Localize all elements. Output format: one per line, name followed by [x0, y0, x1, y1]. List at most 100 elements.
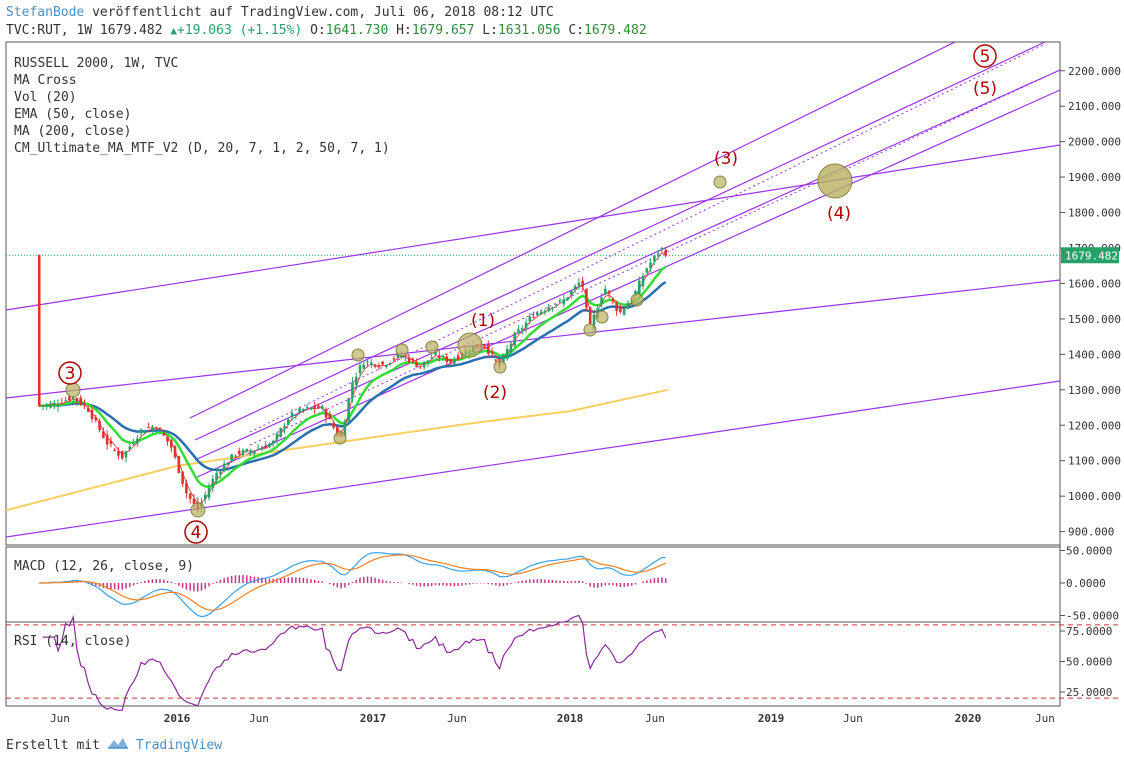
- candle-body: [619, 308, 622, 313]
- candle-body: [94, 417, 98, 421]
- candle-body: [520, 328, 524, 331]
- candle-body: [275, 433, 279, 440]
- macd-line: [39, 552, 666, 618]
- wave-annotations: 3 4 (1) (2) (3) (4) 5 (5): [58, 44, 997, 544]
- price-axis: 2200.000 2100.000 2000.000 1900.000 1800.000…: [1060, 65, 1121, 539]
- channel-line: [194, 42, 1046, 441]
- candle-body: [169, 439, 173, 448]
- y-tick-label: 1900.000: [1068, 171, 1121, 184]
- candle-body: [132, 443, 135, 445]
- candle-body: [547, 307, 550, 312]
- candle-body: [603, 288, 607, 295]
- candle-body: [626, 303, 630, 309]
- candle-body: [562, 299, 566, 305]
- candle-body: [641, 275, 645, 287]
- macd-label[interactable]: MACD (12, 26, close, 9): [14, 559, 195, 574]
- candle-body: [422, 361, 426, 368]
- candle-body: [271, 440, 275, 445]
- candle-body: [113, 449, 116, 451]
- y-tick-label: 900.000: [1068, 526, 1114, 539]
- candle-body: [290, 413, 294, 418]
- candle-body: [79, 397, 83, 405]
- candle-body: [230, 454, 233, 461]
- candle-body: [415, 362, 418, 368]
- x-tick-label: Jun: [1035, 712, 1055, 725]
- channel-line: [189, 42, 956, 419]
- candle-body: [354, 376, 358, 385]
- ohlc-line: TVC:RUT, 1W 1679.482 ▲+19.063 (+1.15%) O…: [6, 23, 647, 38]
- macd-tick-label: -50.0000: [1066, 610, 1119, 623]
- x-tick-label: Jun: [645, 712, 665, 725]
- candle-body: [90, 410, 94, 420]
- candle-body: [188, 493, 192, 499]
- last-price-tag-text: 1679.482: [1065, 249, 1118, 262]
- candle-body: [615, 303, 618, 312]
- candle-body: [373, 364, 377, 367]
- candle-body: [268, 444, 271, 448]
- candle-body: [577, 282, 581, 286]
- author-link[interactable]: StefanBode: [6, 5, 85, 20]
- candle-body: [551, 307, 554, 309]
- candle-body: [309, 407, 313, 410]
- y-tick-label: 1100.000: [1068, 455, 1121, 468]
- candle-body: [313, 405, 317, 409]
- candle-body: [524, 322, 528, 329]
- candle-body: [60, 402, 64, 404]
- y-tick-label: 2200.000: [1068, 65, 1121, 78]
- touch-marker: [425, 340, 439, 354]
- x-tick-label: Jun: [50, 712, 70, 725]
- candle-body: [396, 353, 400, 358]
- candle-body: [83, 403, 86, 406]
- indicator-3[interactable]: EMA (50, close): [14, 107, 132, 122]
- candle-body: [283, 426, 286, 429]
- candle-body: [256, 448, 260, 450]
- indicator-4[interactable]: MA (200, close): [14, 124, 132, 139]
- candle-body: [588, 307, 592, 324]
- candle-body: [517, 329, 520, 333]
- indicator-5[interactable]: CM_Ultimate_MA_MTF_V2 (D, 20, 7, 1, 2, 5…: [14, 141, 390, 156]
- candle-body: [158, 427, 162, 429]
- candle-body: [494, 359, 498, 361]
- indicator-2[interactable]: Vol (20): [14, 90, 77, 105]
- tradingview-link[interactable]: TradingView: [135, 737, 223, 753]
- candle-body: [362, 364, 366, 369]
- indicator-1[interactable]: MA Cross: [14, 73, 77, 88]
- y-tick-label: 1000.000: [1068, 490, 1121, 503]
- candle-body: [649, 262, 652, 269]
- candle-body: [664, 250, 667, 256]
- candle-body: [317, 405, 320, 409]
- y-tick-label: 1800.000: [1068, 207, 1121, 220]
- candle-body: [419, 366, 422, 368]
- up-triangle-icon: ▲: [170, 24, 177, 37]
- candle-body: [543, 310, 547, 313]
- candle-body: [483, 344, 486, 347]
- rsi-tick-label: 75.0000: [1066, 625, 1112, 638]
- indicator-0[interactable]: RUSSELL 2000, 1W, TVC: [14, 56, 179, 71]
- candle-body: [298, 408, 301, 413]
- pane-frames: [5, 41, 1061, 707]
- candle-body: [528, 316, 532, 322]
- candle-body: [381, 361, 384, 365]
- x-tick-label: 2019: [758, 712, 785, 725]
- candle-body: [351, 382, 354, 398]
- ma200-line: [6, 388, 669, 512]
- macd-pane: 50.0000 0.0000 -50.0000: [39, 545, 1119, 623]
- candle-body: [324, 409, 328, 418]
- candle-body: [336, 427, 339, 436]
- rsi-line: [43, 614, 667, 711]
- rsi-frame: [5, 621, 1061, 707]
- rsi-label[interactable]: RSI (14, close): [14, 634, 132, 649]
- channel-line: [6, 279, 1060, 399]
- candle-body: [573, 286, 577, 290]
- wave-label: 4: [191, 523, 202, 543]
- candle-body: [607, 290, 611, 294]
- footer: Erstellt mit TradingView: [6, 736, 222, 754]
- candle-body: [487, 344, 490, 354]
- macd-tick-label: 0.0000: [1066, 577, 1106, 590]
- channel-line: [6, 144, 1060, 311]
- touch-marker: [630, 293, 644, 307]
- touch-marker: [333, 431, 347, 445]
- candle-body: [75, 397, 79, 401]
- candle-body: [64, 400, 67, 402]
